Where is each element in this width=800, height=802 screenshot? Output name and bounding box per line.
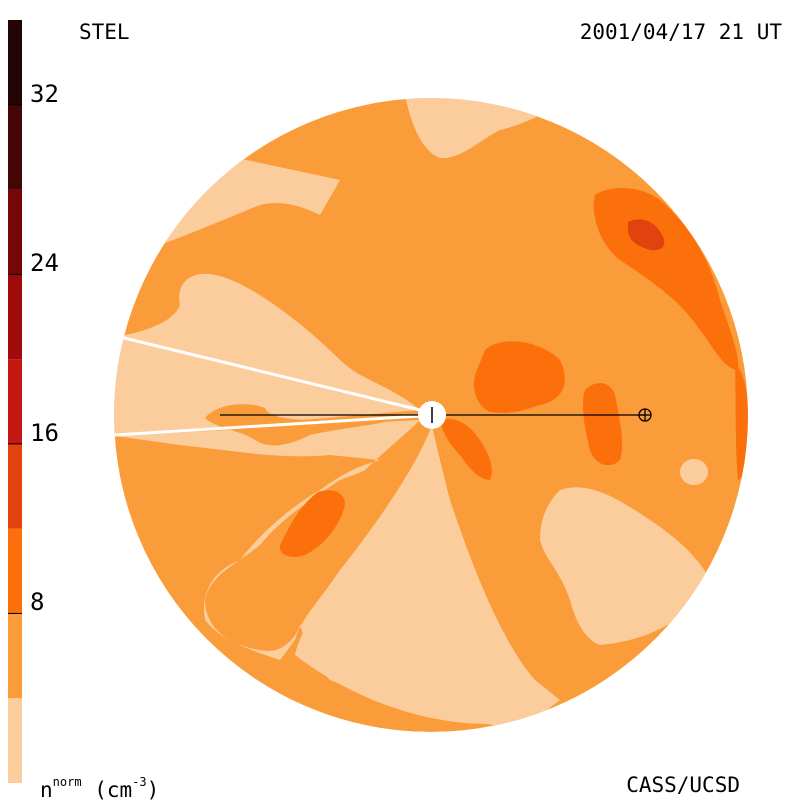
colorbar-segment	[8, 20, 22, 105]
region-low-southeast	[540, 487, 710, 645]
colorbar-ticks	[8, 104, 22, 614]
colorbar-segment	[8, 104, 22, 190]
units-suffix: (cm	[81, 778, 133, 802]
region-low-south-wedge	[295, 425, 560, 724]
credit-label: CASS/UCSD	[626, 773, 740, 797]
colorbar	[8, 20, 22, 783]
colorbar-segment	[8, 698, 22, 783]
timestamp-label: 2001/04/17 21 UT	[579, 20, 782, 44]
sun-marker	[418, 401, 446, 429]
region-high-east-edge	[735, 365, 748, 480]
colorbar-segment	[8, 443, 22, 529]
region-high-east	[582, 383, 623, 466]
colorbar-tick-label: 16	[30, 418, 59, 447]
source-label: STEL	[79, 20, 130, 44]
colorbar-tick-label: 32	[30, 79, 59, 108]
colorbar-segment	[8, 359, 22, 444]
units-close: )	[146, 778, 160, 802]
region-low-west	[114, 273, 420, 436]
units-label: nnorm (cm-3)	[40, 773, 159, 802]
colorbar-segment	[8, 528, 22, 614]
region-peak-northeast	[628, 219, 665, 251]
region-high-southwest	[279, 490, 345, 557]
region-low-north	[405, 98, 540, 159]
units-exponent: -3	[132, 775, 147, 789]
region-high-near-sun	[440, 418, 492, 480]
seam-upper	[119, 335, 421, 412]
units-prefix: n	[40, 778, 53, 802]
seam-lower	[114, 414, 421, 437]
colorbar-segment	[8, 274, 22, 360]
earth-marker	[638, 408, 652, 422]
colorbar-segment	[8, 613, 22, 699]
colorbar-segment	[8, 189, 22, 275]
colorbar-tick-label: 24	[30, 249, 59, 278]
region-high-center	[473, 341, 565, 413]
region-low-east-spot	[680, 459, 708, 485]
colorbar-tick-label: 8	[30, 588, 45, 617]
units-superscript: norm	[52, 775, 82, 789]
